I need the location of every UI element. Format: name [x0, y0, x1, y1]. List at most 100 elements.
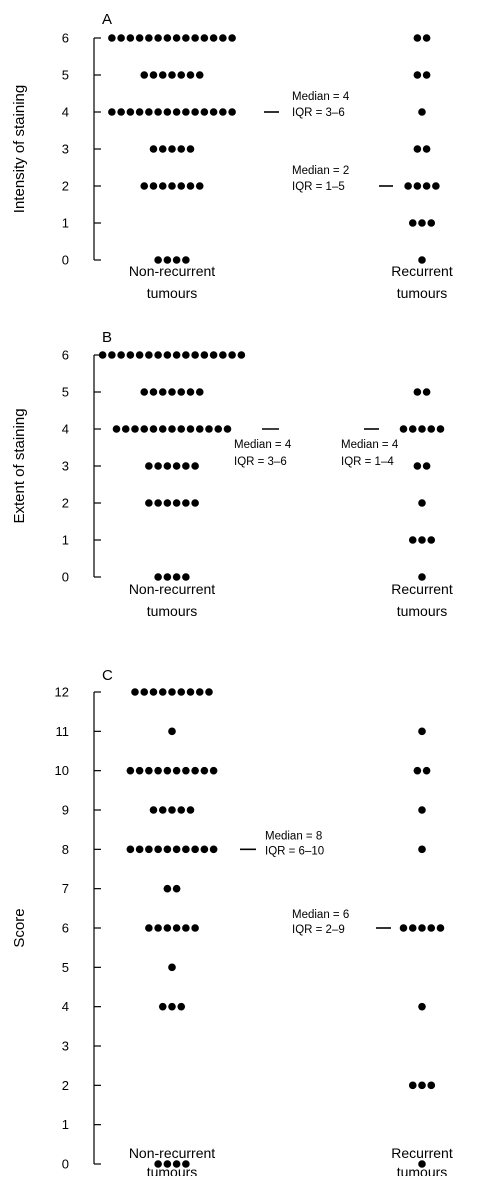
category-label: Recurrent [391, 581, 453, 597]
data-point [117, 34, 125, 42]
data-point [418, 1081, 426, 1090]
iqr-label: IQR = 6–10 [265, 845, 324, 857]
category-label: Non-recurrent [129, 263, 215, 279]
y-tick-label: 6 [62, 921, 69, 936]
data-point [418, 425, 426, 433]
y-tick-label: 1 [62, 1117, 69, 1132]
data-point [413, 34, 422, 42]
data-point [158, 1002, 167, 1011]
data-point [172, 499, 181, 507]
category-label: tumours [147, 285, 198, 301]
data-point [191, 34, 199, 42]
y-tick-label: 3 [62, 1039, 69, 1054]
data-point [404, 182, 412, 190]
median-label: Median = 6 [292, 909, 349, 921]
data-point [408, 924, 417, 932]
data-point [149, 182, 158, 190]
data-point [408, 1081, 417, 1090]
data-point [163, 884, 172, 893]
data-point [436, 425, 445, 433]
data-point [145, 499, 153, 507]
data-point [168, 71, 176, 79]
data-point [163, 462, 172, 470]
category-label: tumours [397, 603, 448, 619]
y-tick-label: 5 [62, 68, 69, 83]
data-point [168, 727, 176, 736]
data-point [195, 182, 204, 190]
data-point [168, 182, 176, 190]
data-point [186, 425, 195, 433]
data-point [186, 688, 195, 696]
data-point [177, 145, 186, 153]
data-point [163, 573, 172, 581]
data-point [186, 71, 195, 79]
category-label: Non-recurrent [129, 1145, 215, 1161]
iqr-label: IQR = 1–4 [341, 456, 394, 468]
y-tick-label: 0 [62, 570, 69, 585]
data-point [172, 924, 181, 932]
data-point [140, 182, 149, 190]
data-point [427, 425, 436, 433]
y-tick-label: 3 [62, 459, 69, 474]
data-point [205, 688, 213, 696]
data-point [186, 806, 195, 814]
category-label: Non-recurrent [129, 581, 215, 597]
data-point [186, 388, 195, 396]
median-label: Median = 8 [265, 830, 322, 842]
data-point [172, 108, 181, 116]
data-point [172, 34, 181, 42]
data-point [149, 688, 158, 696]
data-point [140, 388, 149, 396]
y-tick-label: 8 [62, 842, 69, 857]
data-point [427, 924, 436, 932]
y-axis-title: Score [11, 908, 28, 947]
data-point [399, 425, 408, 433]
data-point [154, 573, 162, 581]
data-point [126, 34, 135, 42]
median-label: Median = 4 [234, 439, 292, 451]
data-point [209, 108, 218, 116]
data-point [145, 34, 153, 42]
data-point [131, 688, 139, 696]
data-point [219, 108, 227, 116]
data-point [177, 388, 186, 396]
data-point [168, 688, 176, 696]
y-tick-label: 11 [56, 724, 70, 739]
y-tick-label: 4 [62, 999, 69, 1014]
data-point [168, 425, 176, 433]
data-point [182, 34, 190, 42]
data-point [163, 108, 172, 116]
data-point [427, 536, 436, 544]
data-point [172, 351, 181, 359]
median-label: Median = 4 [292, 91, 350, 103]
data-point [182, 108, 190, 116]
data-point [121, 425, 130, 433]
data-point [172, 766, 181, 775]
data-point [172, 256, 181, 264]
data-point [177, 425, 186, 433]
data-point [418, 536, 426, 544]
data-point [154, 1160, 162, 1168]
iqr-label: IQR = 1–5 [292, 181, 345, 193]
y-tick-label: 5 [62, 385, 69, 400]
data-point [422, 145, 431, 153]
y-tick-label: 1 [62, 533, 69, 548]
data-point [200, 351, 209, 359]
panel-letter: A [102, 11, 112, 28]
data-point [154, 34, 162, 42]
data-point [149, 425, 158, 433]
panel-letter: C [102, 667, 113, 684]
category-label: tumours [147, 1164, 198, 1176]
data-point [140, 688, 149, 696]
data-point [135, 351, 144, 359]
data-point [418, 1160, 426, 1168]
data-point [177, 688, 186, 696]
data-point [422, 766, 431, 775]
data-point [108, 34, 116, 42]
data-point [98, 351, 107, 359]
data-point [154, 351, 162, 359]
y-tick-label: 12 [55, 685, 69, 700]
data-point [214, 425, 223, 433]
data-point [182, 256, 190, 264]
